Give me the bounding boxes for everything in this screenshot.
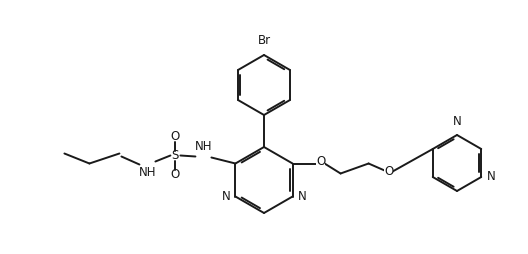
Text: N: N xyxy=(487,170,496,183)
Text: NH: NH xyxy=(195,139,212,152)
Text: N: N xyxy=(452,115,461,128)
Text: N: N xyxy=(298,190,306,203)
Text: N: N xyxy=(222,190,230,203)
Text: NH: NH xyxy=(139,167,156,180)
Text: O: O xyxy=(384,165,393,178)
Text: O: O xyxy=(316,155,325,168)
Text: Br: Br xyxy=(258,34,270,47)
Text: O: O xyxy=(171,130,180,143)
Text: S: S xyxy=(172,149,179,162)
Text: O: O xyxy=(171,168,180,181)
